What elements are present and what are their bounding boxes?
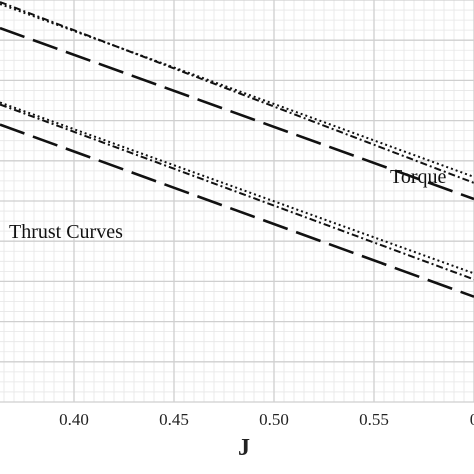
series-line-thrust-dotted	[0, 101, 474, 275]
x-tick-label: 0.50	[259, 410, 289, 429]
series-layer	[0, 1, 474, 298]
series-line-thrust-dashed	[0, 123, 474, 298]
grid-major	[0, 0, 474, 403]
x-tick-label: 0	[470, 410, 474, 429]
x-tick-label: 0.40	[59, 410, 89, 429]
annotation-torque: Torque	[390, 166, 446, 188]
series-line-torque-dash-dot	[0, 1, 474, 184]
annotation-thrust-curves: Thrust Curves	[9, 221, 123, 243]
series-line-torque-dotted	[0, 3, 474, 178]
x-tick-label: 0.45	[159, 410, 189, 429]
x-tick-label: 0.55	[359, 410, 389, 429]
x-tick-labels: 0.40 0.45 0.50 0.55 0	[59, 410, 474, 429]
x-axis-title: J	[238, 435, 250, 461]
series-line-thrust-dash-dot	[0, 103, 474, 281]
series-line-torque-dashed	[0, 26, 474, 201]
